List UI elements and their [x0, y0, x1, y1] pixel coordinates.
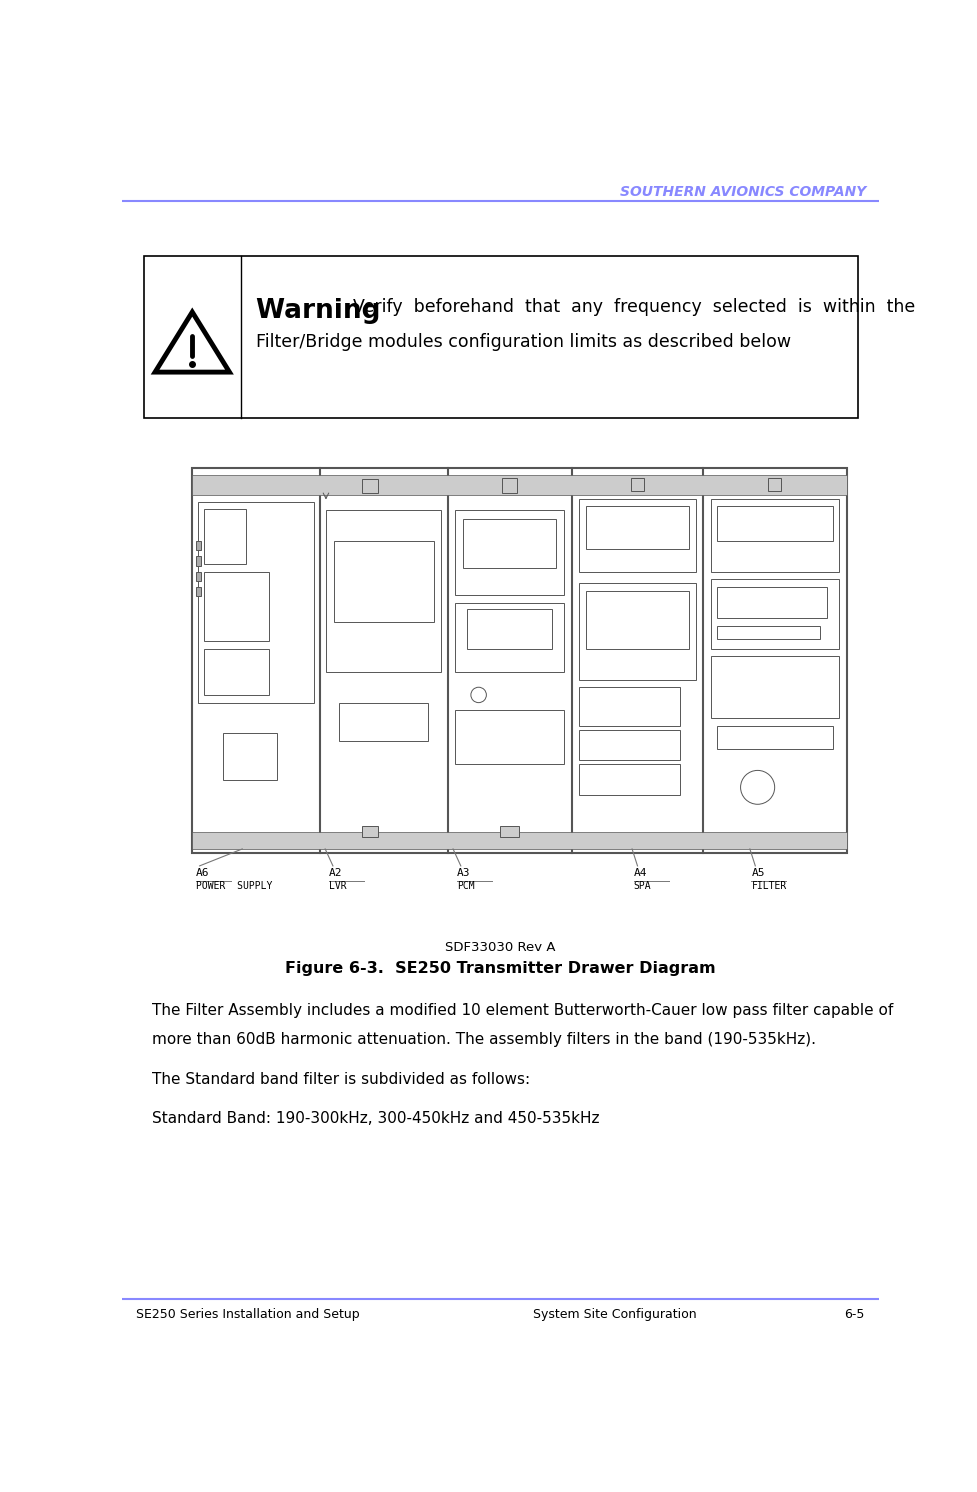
Bar — [326, 510, 442, 671]
Bar — [195, 542, 201, 551]
Bar — [579, 583, 696, 679]
Bar — [585, 591, 690, 649]
Text: FILTER: FILTER — [751, 880, 786, 891]
Bar — [467, 609, 552, 649]
Polygon shape — [155, 312, 230, 372]
Circle shape — [471, 688, 487, 703]
Bar — [198, 503, 314, 703]
Bar — [500, 827, 519, 837]
Circle shape — [741, 770, 775, 804]
Bar — [195, 571, 201, 580]
Bar — [455, 710, 564, 764]
Text: Standard Band: 190-300kHz, 300-450kHz and 450-535kHz: Standard Band: 190-300kHz, 300-450kHz an… — [151, 1110, 599, 1126]
Bar — [203, 509, 246, 564]
Bar — [717, 625, 820, 640]
Bar — [502, 477, 518, 494]
Bar — [339, 703, 428, 742]
Bar — [579, 498, 696, 571]
Circle shape — [480, 513, 501, 534]
Bar — [455, 603, 564, 671]
Text: LVR: LVR — [329, 880, 347, 891]
Circle shape — [341, 516, 375, 551]
Bar — [191, 476, 847, 495]
Text: SDF33030 Rev A: SDF33030 Rev A — [446, 941, 556, 955]
Bar — [585, 506, 690, 549]
Bar — [579, 688, 680, 725]
Bar — [717, 725, 832, 749]
Text: Figure 6-3.  SE250 Transmitter Drawer Diagram: Figure 6-3. SE250 Transmitter Drawer Dia… — [285, 961, 715, 976]
Bar — [717, 506, 832, 542]
Bar — [579, 764, 680, 795]
Text: SE250 Series Installation and Setup: SE250 Series Installation and Setup — [136, 1308, 360, 1322]
Bar — [579, 730, 680, 761]
Bar — [769, 477, 781, 491]
Text: The Filter Assembly includes a modified 10 element Butterworth-Cauer low pass fi: The Filter Assembly includes a modified … — [151, 1003, 893, 1018]
Bar — [362, 827, 378, 837]
Bar — [711, 656, 839, 718]
Text: A5: A5 — [751, 868, 765, 879]
Text: A3: A3 — [457, 868, 470, 879]
Bar — [144, 257, 859, 418]
Text: PCM: PCM — [457, 880, 475, 891]
Text: 6-5: 6-5 — [844, 1308, 865, 1322]
Bar — [362, 479, 378, 494]
Text: System Site Configuration: System Site Configuration — [532, 1308, 697, 1322]
Bar — [195, 588, 201, 597]
Text: Filter/Bridge modules configuration limits as described below: Filter/Bridge modules configuration limi… — [256, 333, 791, 351]
Bar — [631, 477, 644, 491]
Bar — [191, 833, 847, 849]
Bar — [203, 571, 270, 642]
Text: POWER  SUPPLY: POWER SUPPLY — [195, 880, 273, 891]
Bar — [711, 579, 839, 649]
Bar — [334, 542, 434, 622]
Bar — [203, 649, 270, 695]
Text: A2: A2 — [329, 868, 343, 879]
Bar — [195, 557, 201, 565]
Bar — [455, 510, 564, 595]
Bar — [223, 734, 277, 780]
Text: more than 60dB harmonic attenuation. The assembly filters in the band (190-535kH: more than 60dB harmonic attenuation. The… — [151, 1032, 816, 1047]
Text: The Standard band filter is subdivided as follows:: The Standard band filter is subdivided a… — [151, 1073, 530, 1088]
Bar — [191, 468, 847, 853]
Text: SOUTHERN AVIONICS COMPANY: SOUTHERN AVIONICS COMPANY — [619, 185, 867, 200]
Bar — [711, 498, 839, 571]
Bar — [463, 519, 556, 568]
Text: A4: A4 — [634, 868, 647, 879]
Text: A6: A6 — [195, 868, 209, 879]
Text: Verify  beforehand  that  any  frequency  selected  is  within  the: Verify beforehand that any frequency sel… — [353, 298, 915, 316]
Bar — [717, 588, 828, 618]
Text: SPA: SPA — [634, 880, 652, 891]
Text: Warning: Warning — [256, 298, 390, 324]
